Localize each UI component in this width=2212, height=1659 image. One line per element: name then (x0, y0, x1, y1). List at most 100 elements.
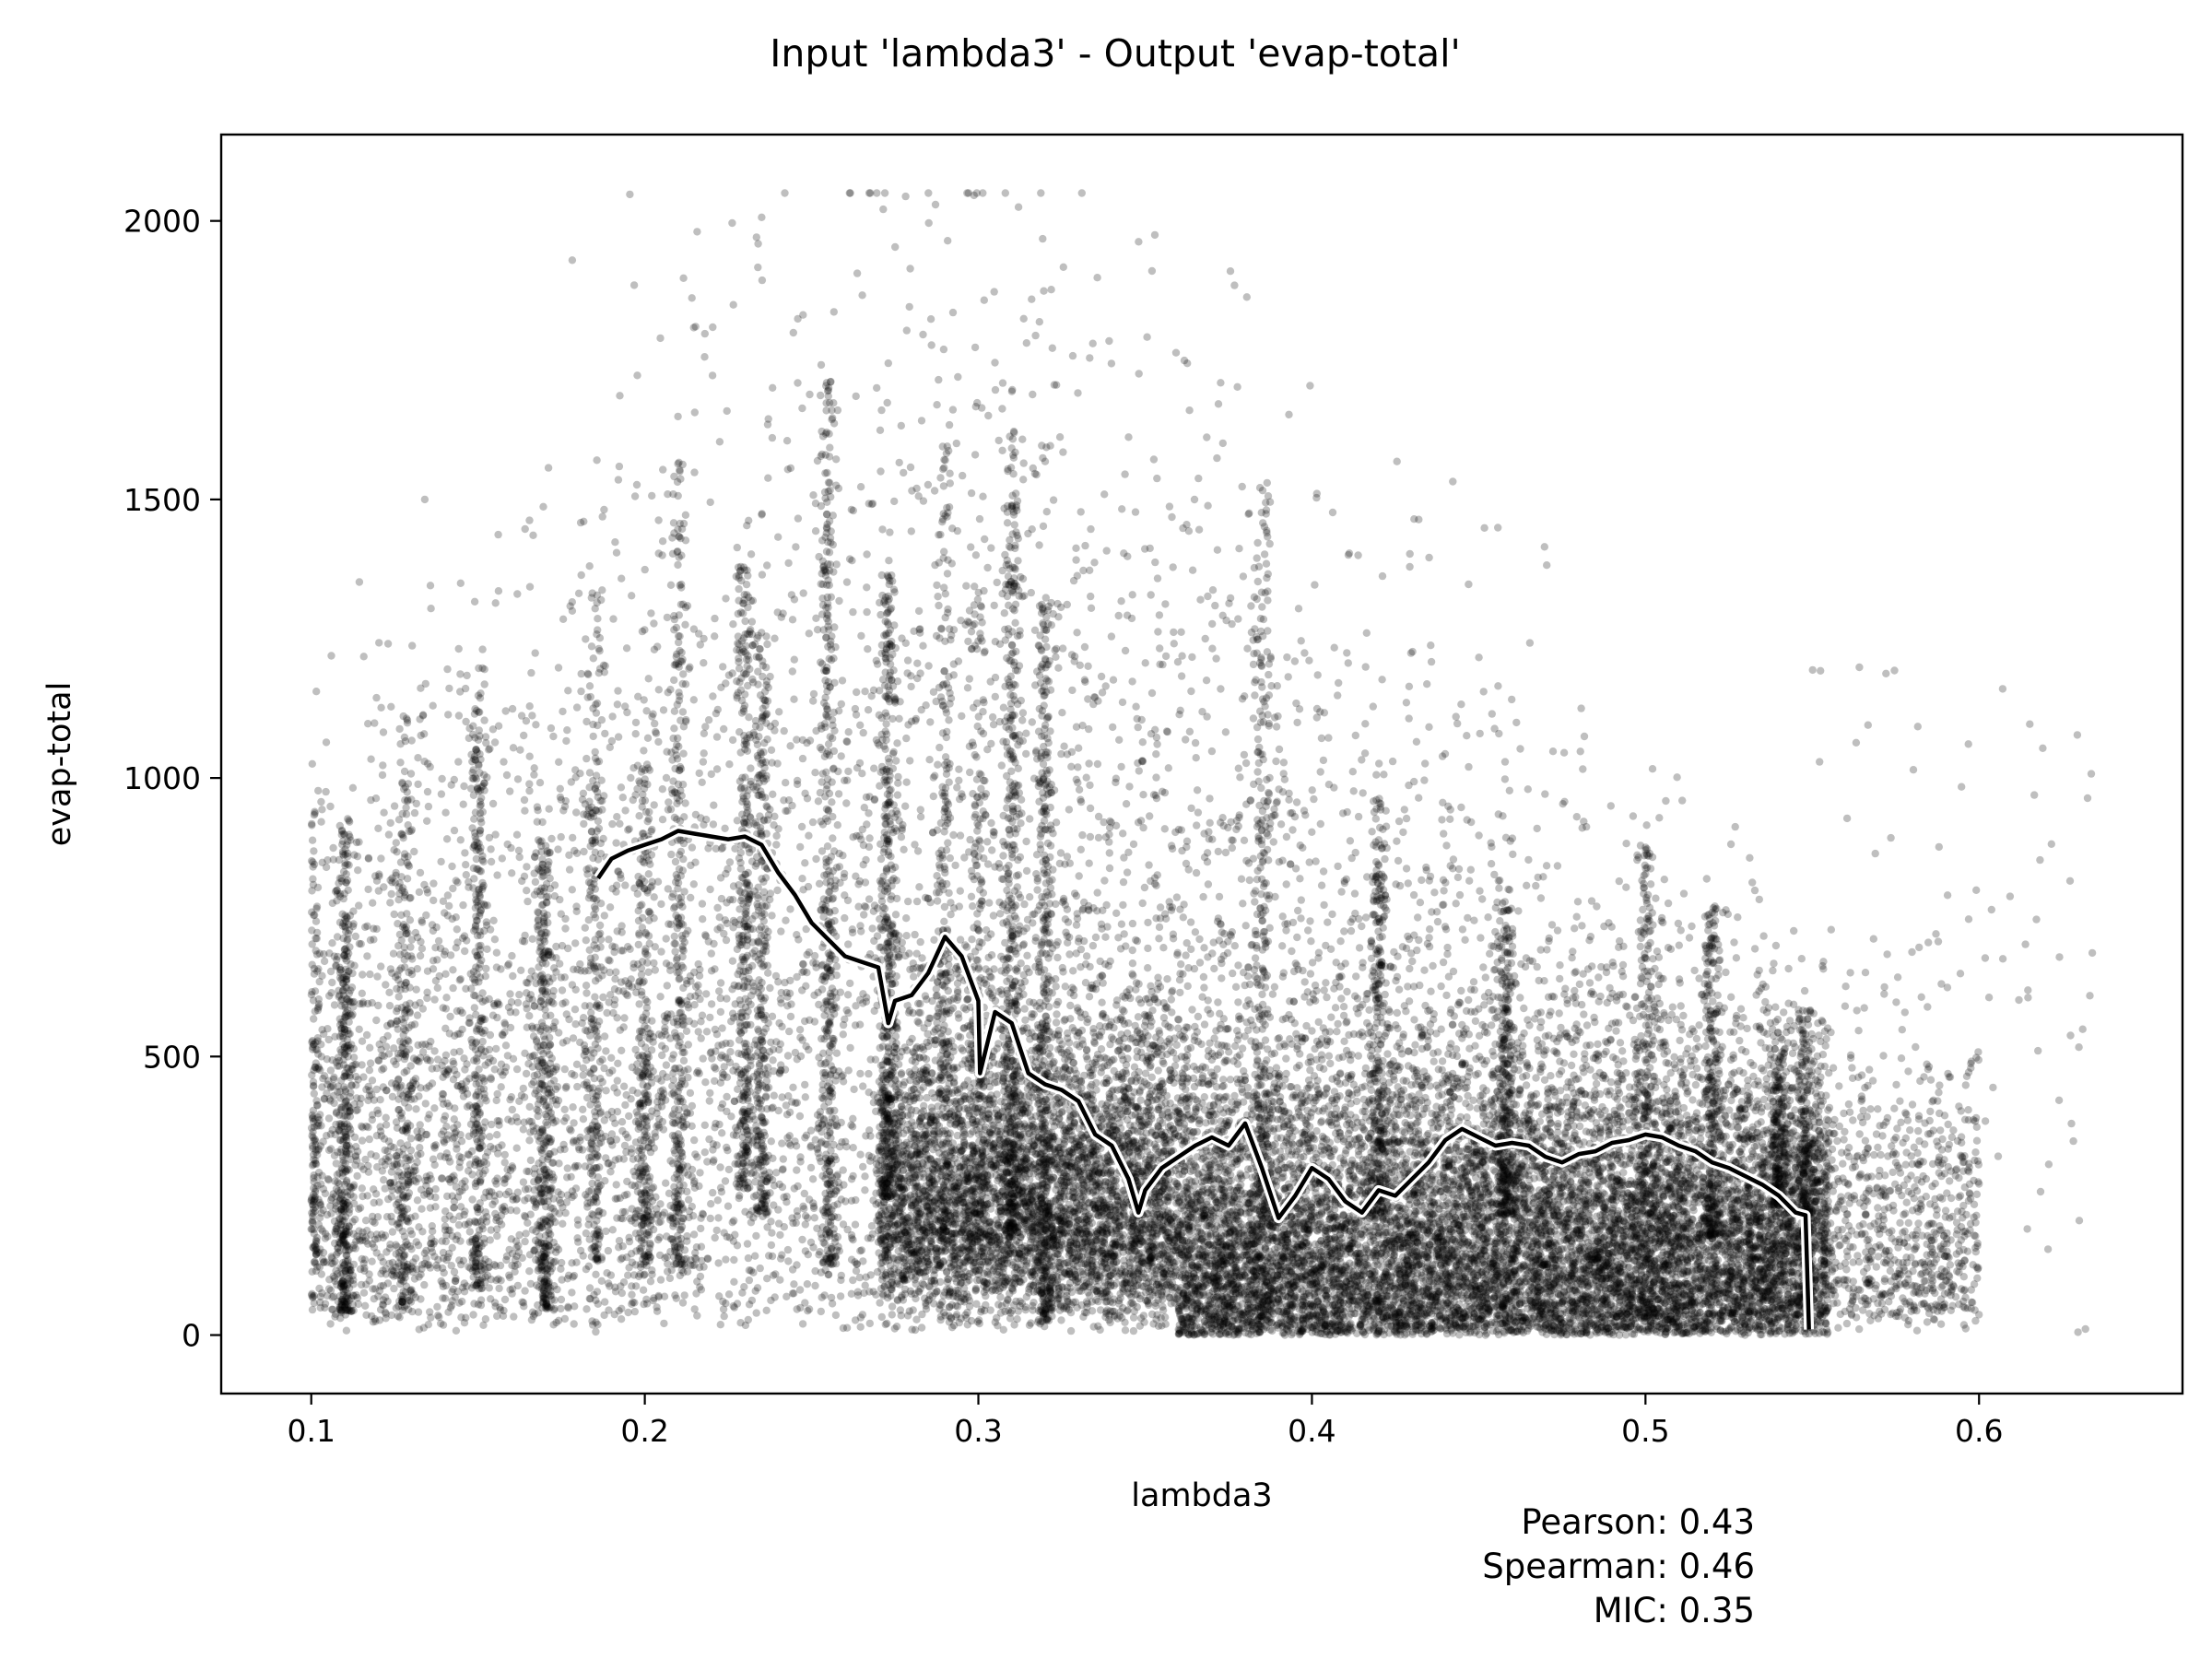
scatter-point (487, 845, 494, 853)
scatter-point (806, 948, 813, 956)
scatter-point (1206, 819, 1214, 827)
scatter-point (1328, 911, 1335, 918)
scatter-point (1833, 1137, 1841, 1145)
scatter-point (789, 667, 796, 675)
scatter-point (461, 849, 468, 856)
scatter-point (1029, 919, 1036, 926)
scatter-point (865, 834, 873, 841)
scatter-point (1146, 812, 1153, 819)
scatter-point (557, 1305, 564, 1312)
scatter-point (365, 1270, 372, 1277)
scatter-point (935, 376, 942, 383)
scatter-point (1301, 978, 1309, 985)
scatter-point (1069, 352, 1077, 359)
scatter-point (844, 940, 852, 947)
scatter-point (881, 189, 888, 196)
scatter-point (1899, 1026, 1906, 1033)
scatter-point (557, 785, 564, 793)
scatter-point (621, 1101, 629, 1109)
scatter-point (516, 747, 524, 754)
scatter-point (744, 1240, 751, 1247)
scatter-point (1241, 1032, 1249, 1040)
scatter-point (812, 527, 819, 535)
scatter-point (1936, 1126, 1944, 1134)
scatter-point (388, 890, 395, 898)
scatter-point (453, 1327, 460, 1335)
scatter-point (915, 883, 923, 890)
scatter-point (1079, 567, 1087, 574)
scatter-point (1019, 709, 1027, 716)
scatter-point (972, 551, 980, 559)
scatter-point (700, 353, 708, 360)
scatter-point (1124, 433, 1132, 441)
scatter-point (618, 1047, 625, 1054)
scatter-point (1069, 967, 1077, 974)
scatter-point (775, 708, 782, 715)
scatter-point (1129, 971, 1136, 979)
scatter-point (913, 1018, 921, 1025)
scatter-point (687, 1089, 694, 1097)
scatter-point (427, 1313, 434, 1321)
scatter-point (1308, 829, 1315, 836)
scatter-point (861, 1172, 868, 1180)
scatter-point (446, 1013, 453, 1020)
scatter-point (1018, 716, 1026, 724)
scatter-point (1098, 673, 1105, 680)
scatter-point (857, 1324, 865, 1331)
scatter-points (308, 189, 2097, 1338)
scatter-point (1039, 235, 1046, 242)
scatter-point (366, 1044, 373, 1052)
scatter-point (1320, 867, 1327, 875)
scatter-point (722, 679, 729, 687)
scatter-point (611, 538, 618, 546)
scatter-point (1670, 1053, 1677, 1061)
scatter-point (1293, 719, 1300, 726)
scatter-point (443, 665, 451, 673)
scatter-point (1874, 1105, 1881, 1112)
scatter-point (606, 1168, 614, 1175)
scatter-point (1162, 653, 1170, 660)
scatter-point (453, 913, 460, 921)
scatter-point (605, 1247, 612, 1254)
scatter-point (663, 935, 670, 942)
scatter-point (850, 1086, 857, 1093)
scatter-point (717, 1079, 724, 1087)
scatter-point (701, 1148, 709, 1156)
scatter-point (1395, 818, 1403, 825)
scatter-point (1298, 896, 1305, 903)
scatter-point (1470, 978, 1477, 985)
scatter-point (1173, 893, 1181, 900)
scatter-point (1355, 1052, 1362, 1059)
scatter-point (778, 1139, 785, 1147)
scatter-point (955, 766, 962, 773)
scatter-point (613, 882, 620, 889)
scatter-point (663, 774, 670, 782)
scatter-point (1123, 800, 1130, 807)
scatter-point (375, 639, 382, 646)
scatter-point (1459, 925, 1466, 933)
scatter-point (369, 999, 376, 1006)
scatter-point (645, 675, 653, 682)
scatter-point (1446, 816, 1453, 823)
scatter-point (1337, 994, 1345, 1002)
scatter-point (495, 587, 502, 594)
scatter-point (936, 474, 944, 481)
scatter-point (920, 497, 927, 504)
scatter-point (1229, 970, 1236, 977)
scatter-point (753, 1309, 760, 1316)
scatter-point (1239, 900, 1246, 907)
scatter-point (1541, 543, 1548, 550)
scatter-point (517, 967, 524, 974)
scatter-point (454, 758, 462, 765)
scatter-point (576, 1039, 583, 1046)
scatter-point (1112, 779, 1119, 786)
scatter-point (699, 779, 706, 786)
scatter-point (1344, 808, 1351, 816)
scatter-point (1283, 653, 1290, 661)
scatter-point (731, 1231, 738, 1239)
scatter-point (1427, 641, 1434, 649)
scatter-point (1336, 937, 1344, 945)
scatter-point (528, 712, 535, 719)
scatter-point (1772, 942, 1780, 949)
scatter-point (524, 898, 531, 905)
